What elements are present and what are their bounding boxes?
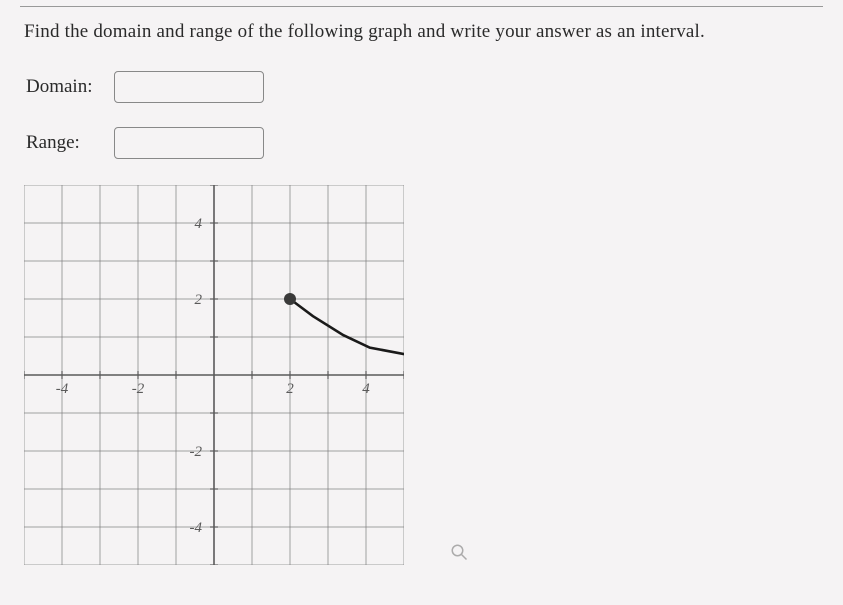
range-label: Range: xyxy=(26,132,114,154)
domain-label: Domain: xyxy=(26,76,114,98)
question-text: Find the domain and range of the followi… xyxy=(24,21,823,43)
svg-text:-2: -2 xyxy=(132,381,145,397)
svg-text:2: 2 xyxy=(195,292,203,308)
divider-top xyxy=(20,6,823,7)
svg-text:2: 2 xyxy=(286,381,294,397)
range-row: Range: xyxy=(26,127,843,159)
graph-area: 2 4 -4 -2 2 4 -2 -4 xyxy=(24,185,504,565)
svg-text:-4: -4 xyxy=(56,381,69,397)
domain-input[interactable] xyxy=(114,71,264,103)
svg-text:4: 4 xyxy=(362,381,370,397)
domain-row: Domain: xyxy=(26,71,843,103)
svg-text:4: 4 xyxy=(195,216,203,232)
svg-text:-2: -2 xyxy=(190,444,203,460)
coordinate-graph: 2 4 -4 -2 2 4 -2 -4 xyxy=(24,185,404,565)
svg-text:-4: -4 xyxy=(190,520,203,536)
magnify-icon[interactable] xyxy=(450,543,468,561)
range-input[interactable] xyxy=(114,127,264,159)
